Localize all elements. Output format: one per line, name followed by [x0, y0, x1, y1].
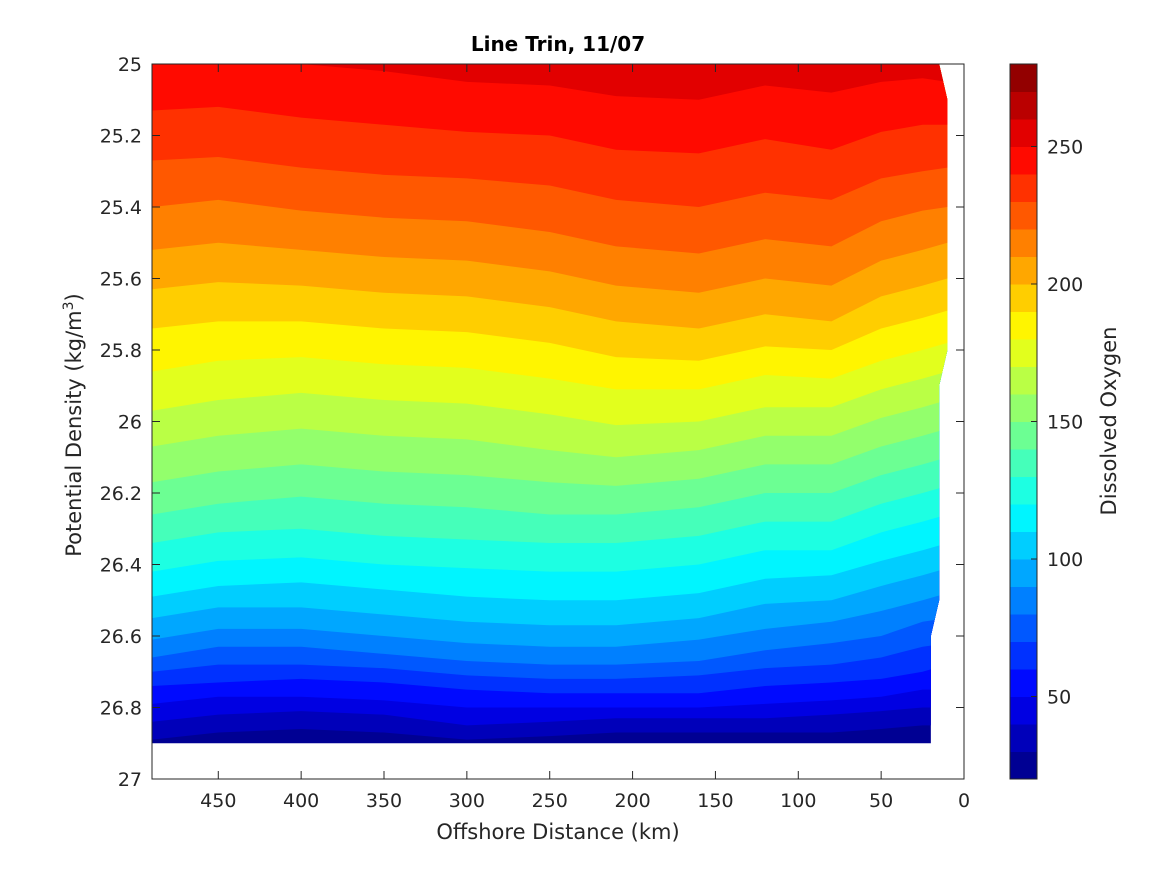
- colorbar-segment: [1010, 119, 1037, 147]
- x-tick-label: 250: [532, 790, 568, 812]
- colorbar-segment: [1010, 64, 1037, 92]
- colorbar-segment: [1010, 504, 1037, 532]
- colorbar-segment: [1010, 751, 1037, 780]
- x-tick-label: 150: [697, 790, 733, 812]
- colorbar-tick-label: 250: [1047, 137, 1083, 159]
- y-tick-label: 26: [118, 412, 142, 434]
- colorbar-segment: [1010, 476, 1037, 505]
- x-tick-label: 200: [614, 790, 650, 812]
- colorbar-tick-label: 50: [1047, 687, 1071, 709]
- colorbar-tick-label: 150: [1047, 412, 1083, 434]
- y-tick-label: 27: [118, 769, 142, 791]
- colorbar-segment: [1010, 394, 1037, 422]
- colorbar-segment: [1010, 531, 1037, 560]
- x-tick-label: 50: [869, 790, 893, 812]
- colorbar-segment: [1010, 449, 1037, 477]
- colorbar-segment: [1010, 421, 1037, 450]
- colorbar-segment: [1010, 696, 1037, 725]
- y-tick-label: 26.4: [100, 555, 142, 577]
- y-tick-label: 25.8: [100, 340, 142, 362]
- colorbar-segment: [1010, 724, 1037, 752]
- colorbar-segment: [1010, 229, 1037, 257]
- y-tick-label: 26.6: [100, 626, 142, 648]
- colorbar-segment: [1010, 669, 1037, 697]
- chart-title: Line Trin, 11/07: [471, 32, 645, 56]
- y-axis-title-main: Potential Density (kg/m: [62, 310, 86, 556]
- x-tick-label: 100: [780, 790, 816, 812]
- colorbar-segment: [1010, 641, 1037, 670]
- y-tick-label: 25.2: [100, 126, 142, 148]
- y-tick-label: 26.2: [100, 483, 142, 505]
- x-tick-label: 0: [958, 790, 970, 812]
- y-tick-label: 26.8: [100, 698, 142, 720]
- colorbar-segment: [1010, 174, 1037, 202]
- x-tick-label: 350: [366, 790, 402, 812]
- colorbar-segment: [1010, 146, 1037, 175]
- x-tick-label: 400: [283, 790, 319, 812]
- colorbar-title: Dissolved Oxygen: [1097, 327, 1121, 516]
- colorbar-segment: [1010, 559, 1037, 587]
- colorbar-segment: [1010, 256, 1037, 285]
- colorbar: 50 100 150 200 250: [1009, 63, 1083, 780]
- y-axis-title-close: ): [62, 293, 86, 301]
- colorbar-tick-label: 100: [1047, 549, 1083, 571]
- contour-fill-group: [152, 64, 948, 744]
- colorbar-segment: [1010, 284, 1037, 312]
- y-tick-label: 25.6: [100, 269, 142, 291]
- colorbar-segment: [1010, 201, 1037, 230]
- x-tick-label: 450: [200, 790, 236, 812]
- colorbar-segment: [1010, 586, 1037, 615]
- colorbar-segment: [1010, 339, 1037, 367]
- y-axis: 25 25.2 25.4 25.6 25.8 26 26.2 26.4 26.6 26.8 27: [100, 54, 964, 791]
- colorbar-tick-label: 200: [1047, 274, 1083, 296]
- colorbar-segment: [1010, 311, 1037, 340]
- colorbar-segment: [1010, 366, 1037, 395]
- contour-band-250: [152, 64, 948, 100]
- y-tick-label: 25.4: [100, 197, 142, 219]
- colorbar-segment: [1010, 91, 1037, 120]
- y-axis-title: Potential Density (kg/m3): [61, 293, 86, 557]
- y-tick-label: 25: [118, 54, 142, 76]
- x-axis: 450 400 350 300 250 200 150 100 50 0: [200, 64, 970, 812]
- y-axis-title-exponent: 3: [61, 301, 77, 310]
- x-tick-label: 300: [449, 790, 485, 812]
- x-axis-title: Offshore Distance (km): [436, 820, 679, 844]
- colorbar-segment: [1010, 614, 1037, 642]
